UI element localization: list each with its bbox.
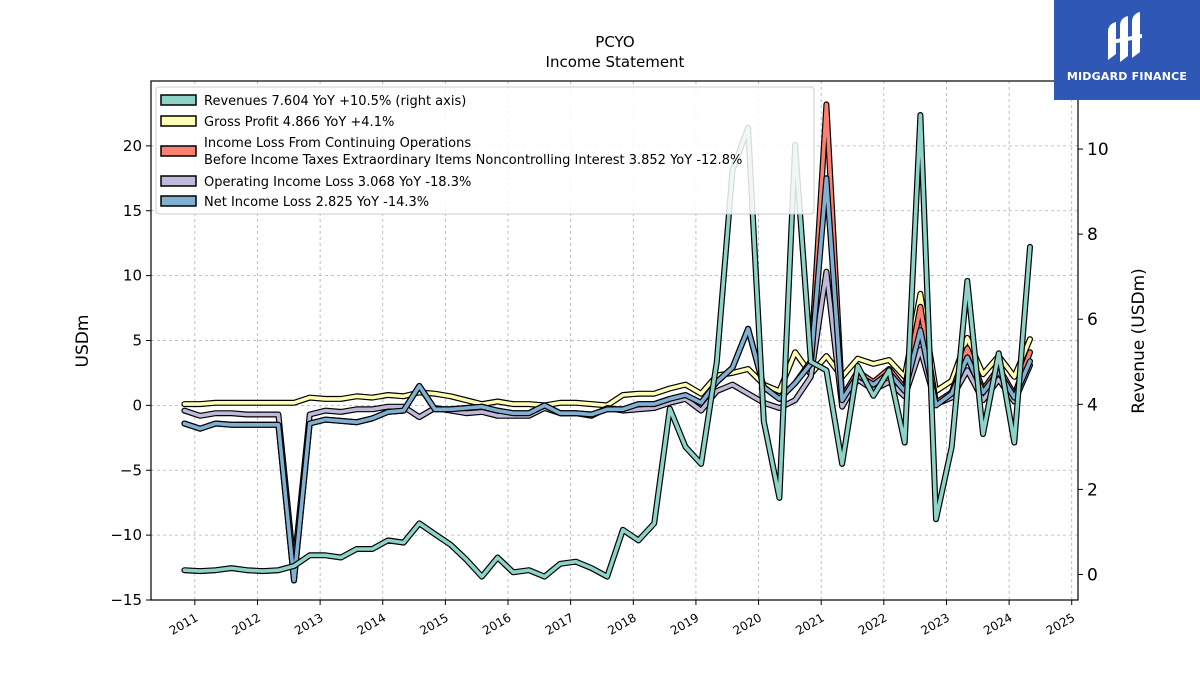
x-tick-label: 2018 <box>605 610 638 637</box>
x-tick-label: 2025 <box>1044 610 1077 637</box>
left-tick-label: 15 <box>123 202 142 220</box>
x-tick-label: 2013 <box>292 610 325 637</box>
legend: Revenues 7.604 YoY +10.5% (right axis) Gr… <box>155 86 815 215</box>
left-tick-label: 10 <box>123 267 142 285</box>
x-tick-label: 2021 <box>793 610 826 637</box>
legend-label: Income Loss From Continuing Operations Be… <box>204 136 742 168</box>
right-tick-label: 6 <box>1087 310 1098 330</box>
series-0 <box>181 112 1033 580</box>
x-tick-label: 2020 <box>731 610 764 637</box>
series-outline <box>181 175 1033 584</box>
x-tick-label: 2022 <box>856 610 889 637</box>
left-y-axis: −15 −10 −5 0 5 10 15 20 <box>110 137 151 609</box>
legend-swatch <box>160 145 197 157</box>
midgard-logo-icon <box>1108 12 1142 62</box>
legend-swatch <box>160 115 197 127</box>
x-tick-label: 2011 <box>167 610 200 637</box>
right-tick-label: 4 <box>1087 395 1098 415</box>
right-axis-label: Revenue (USDm) <box>1129 268 1149 414</box>
chart-title: PCYO <box>595 33 634 51</box>
left-tick-label: −5 <box>120 461 142 479</box>
chart-subtitle: Income Statement <box>546 53 685 71</box>
legend-swatch <box>160 94 197 106</box>
left-tick-label: 0 <box>132 396 142 414</box>
series-line <box>182 113 1032 579</box>
legend-swatch <box>160 195 197 207</box>
legend-label: Operating Income Loss 3.068 YoY -18.3% <box>204 175 471 190</box>
left-tick-label: 5 <box>132 332 142 350</box>
x-tick-label: 2024 <box>981 610 1014 637</box>
brand-name: MIDGARD FINANCE <box>1066 70 1188 83</box>
series-4 <box>181 175 1033 584</box>
legend-box <box>155 86 815 215</box>
x-tick-label: 2016 <box>480 610 513 637</box>
legend-label: Net Income Loss 2.825 YoY -14.3% <box>204 195 429 210</box>
left-tick-label: −10 <box>110 526 142 544</box>
right-tick-label: 2 <box>1087 480 1098 500</box>
legend-label: Revenues 7.604 YoY +10.5% (right axis) <box>204 94 466 109</box>
legend-swatch <box>160 175 197 187</box>
legend-label: Gross Profit 4.866 YoY +4.1% <box>204 115 394 130</box>
left-axis-label: USDm <box>73 315 93 368</box>
x-tick-label: 2015 <box>417 610 450 637</box>
right-tick-label: 0 <box>1087 565 1098 585</box>
x-tick-label: 2019 <box>668 610 701 637</box>
x-tick-label: 2014 <box>355 610 388 637</box>
right-tick-label: 8 <box>1087 225 1098 245</box>
x-tick-label: 2017 <box>543 610 576 637</box>
right-tick-label: 10 <box>1087 140 1109 160</box>
brand-logo: MIDGARD FINANCE <box>1054 0 1200 100</box>
x-tick-label: 2012 <box>230 610 263 637</box>
right-y-axis: 0 2 4 6 8 10 <box>1078 140 1109 585</box>
left-tick-label: 20 <box>123 137 142 155</box>
series-line <box>182 176 1032 583</box>
series-layer <box>181 101 1033 584</box>
x-tick-label: 2023 <box>919 610 952 637</box>
left-tick-label: −15 <box>110 591 142 609</box>
x-axis: 2011 2012 2013 2014 2015 2016 2017 2018 2019 2020… <box>167 600 1077 638</box>
